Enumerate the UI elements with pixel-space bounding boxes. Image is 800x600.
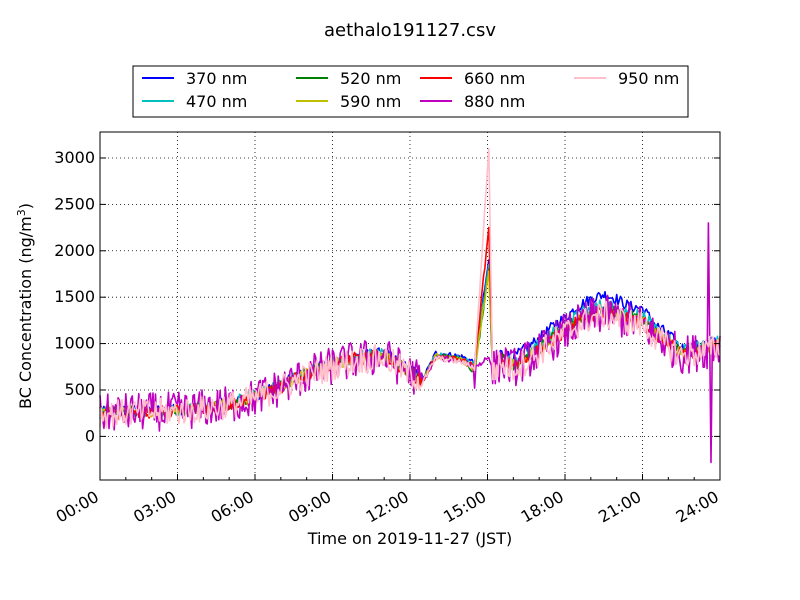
x-tick-label: 06:00 (208, 487, 257, 527)
series-line (99, 147, 721, 429)
legend-box (132, 65, 689, 118)
y-axis: 0 500 1000 1500 2000 2500 3000 (54, 148, 720, 445)
x-axis: 00:00 03:00 06:00 09:00 12:00 15:00 18:00 21:00… (53, 474, 722, 527)
x-tick-label: 24:00 (673, 487, 722, 527)
y-tick-label: 1000 (54, 334, 95, 353)
plot-background (100, 132, 720, 480)
x-axis-label: Time on 2019-11-27 (JST) (307, 529, 512, 548)
y-tick-label: 2000 (54, 241, 95, 260)
legend-label: 660 nm (464, 69, 525, 88)
plot-area (99, 131, 721, 481)
y-axis-label: BC Concentration (ng/m3) (15, 203, 35, 409)
x-tick-label: 00:00 (53, 487, 102, 527)
legend-label: 950 nm (618, 69, 679, 88)
legend-label: 470 nm (186, 92, 247, 111)
series-line (99, 222, 721, 464)
legend-label: 880 nm (464, 92, 525, 111)
legend-label: 370 nm (186, 69, 247, 88)
x-tick-label: 15:00 (440, 487, 489, 527)
y-tick-label: 0 (85, 426, 95, 445)
y-tick-label: 500 (64, 380, 95, 399)
y-tick-label: 3000 (54, 148, 95, 167)
x-tick-label: 12:00 (363, 487, 412, 527)
series-layer (99, 147, 721, 464)
legend-label: 520 nm (340, 69, 401, 88)
x-tick-label: 18:00 (518, 487, 567, 527)
x-tick-label: 21:00 (595, 487, 644, 527)
y-tick-label: 2500 (54, 194, 95, 213)
legend-label: 590 nm (340, 92, 401, 111)
x-tick-label: 09:00 (285, 487, 334, 527)
chart-title: aethalo191127.csv (324, 20, 496, 41)
x-tick-label: 03:00 (130, 487, 179, 527)
legend: 370 nm 470 nm 520 nm 590 nm 660 nm 880 nm 950 … (132, 65, 689, 118)
y-tick-label: 1500 (54, 287, 95, 306)
